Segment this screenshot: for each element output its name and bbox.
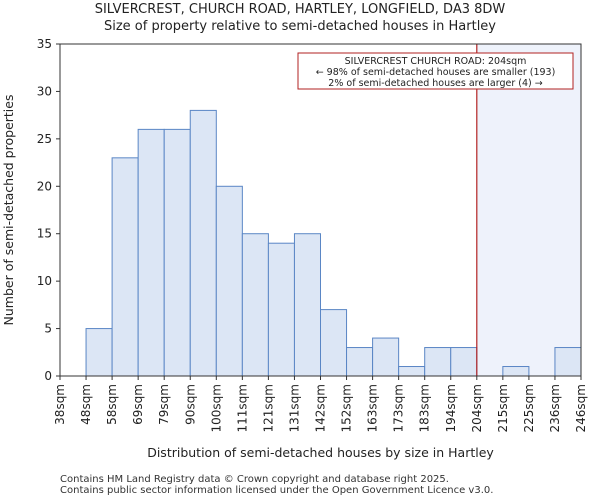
x-tick-label: 111sqm bbox=[235, 384, 249, 432]
bar-90sqm bbox=[189, 109, 217, 377]
y-tick-label: 5 bbox=[44, 322, 52, 336]
bar-121sqm bbox=[267, 242, 295, 377]
x-tick-label: 152sqm bbox=[340, 384, 354, 432]
bar-111sqm bbox=[241, 233, 269, 377]
subject-region-highlight bbox=[476, 44, 581, 376]
x-tick-label: 79sqm bbox=[157, 384, 171, 425]
y-tick-label: 10 bbox=[37, 274, 52, 288]
bar-142sqm bbox=[320, 309, 348, 377]
x-tick-label: 225sqm bbox=[522, 384, 536, 432]
x-tick-label: 215sqm bbox=[496, 384, 510, 432]
bar-131sqm bbox=[293, 233, 322, 377]
x-tick-label: 183sqm bbox=[418, 384, 432, 432]
bar-58sqm bbox=[111, 157, 139, 377]
x-tick-label: 173sqm bbox=[392, 384, 406, 432]
annotation-line-3: 2% of semi-detached houses are larger (4… bbox=[328, 78, 542, 89]
x-tick-label: 48sqm bbox=[79, 384, 93, 425]
y-tick-label: 30 bbox=[37, 84, 52, 98]
axes-group: 0 5 10 15 20 25 30 35 38sqm 48sqm 58sqm 69sqm 79sqm 9… bbox=[37, 37, 588, 432]
x-tick-label: 38sqm bbox=[53, 384, 67, 425]
annotation-line-2: ← 98% of semi-detached houses are smalle… bbox=[316, 67, 556, 78]
x-tick-label: 194sqm bbox=[444, 384, 458, 432]
bars-group bbox=[85, 109, 582, 377]
x-tick-label: 246sqm bbox=[574, 384, 588, 432]
y-tick-label: 25 bbox=[37, 132, 52, 146]
x-tick-label: 131sqm bbox=[287, 384, 301, 432]
bar-215sqm bbox=[502, 366, 530, 377]
annotation-line-1: SILVERCREST CHURCH ROAD: 204sqm bbox=[345, 56, 527, 67]
x-axis-label: Distribution of semi-detached houses by … bbox=[147, 445, 494, 460]
y-tick-label: 0 bbox=[44, 369, 52, 383]
x-tick-label: 121sqm bbox=[261, 384, 275, 432]
x-tick-label: 69sqm bbox=[131, 384, 145, 425]
bar-69sqm bbox=[137, 128, 165, 377]
bar-183sqm bbox=[424, 347, 452, 377]
x-tick-label: 236sqm bbox=[548, 384, 562, 432]
y-tick-label: 15 bbox=[37, 227, 52, 241]
x-tick-label: 100sqm bbox=[209, 384, 223, 432]
chart-subtitle: Size of property relative to semi-detach… bbox=[103, 19, 496, 34]
x-tick-label: 163sqm bbox=[366, 384, 380, 432]
bar-152sqm bbox=[346, 347, 374, 377]
annotation-box bbox=[297, 52, 574, 90]
bar-48sqm bbox=[85, 328, 113, 377]
bar-163sqm bbox=[372, 337, 400, 377]
bar-173sqm bbox=[398, 366, 426, 377]
bar-79sqm bbox=[163, 128, 191, 377]
x-tick-label: 142sqm bbox=[314, 384, 328, 432]
bar-194sqm bbox=[450, 347, 478, 377]
footer-copyright: Contains HM Land Registry data © Crown c… bbox=[60, 474, 449, 485]
y-tick-label: 20 bbox=[37, 179, 52, 193]
x-tick-label: 58sqm bbox=[105, 384, 119, 425]
y-tick-label: 35 bbox=[37, 37, 52, 51]
x-tick-label: 90sqm bbox=[183, 384, 197, 425]
bar-236sqm bbox=[554, 347, 582, 377]
y-axis-label: Number of semi-detached properties bbox=[1, 95, 16, 326]
chart-title: SILVERCREST, CHURCH ROAD, HARTLEY, LONGF… bbox=[94, 2, 506, 17]
footer-licence: Contains public sector information licen… bbox=[60, 485, 494, 496]
x-tick-label: 204sqm bbox=[470, 384, 484, 432]
bar-100sqm bbox=[215, 185, 243, 377]
